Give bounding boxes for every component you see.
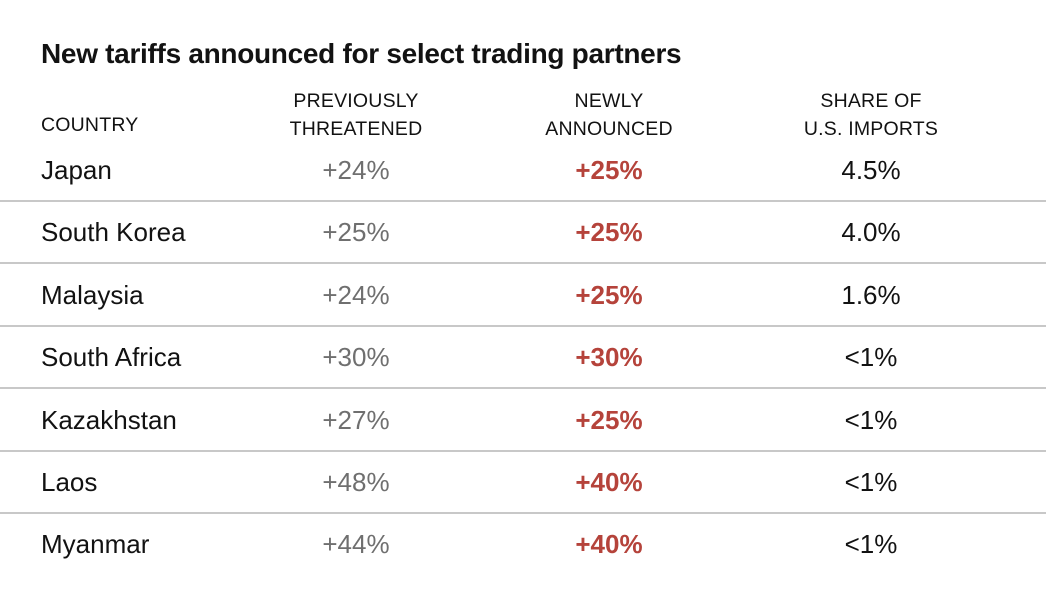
table-row: Myanmar +44% +40% <1% xyxy=(0,513,1046,575)
share-of-imports-cell: <1% xyxy=(844,467,898,497)
column-header-line: U.S. IMPORTS xyxy=(803,118,939,140)
country-cell: South Africa xyxy=(41,342,182,373)
column-header-line: ANNOUNCED xyxy=(545,118,673,140)
row-divider xyxy=(0,449,1046,452)
row-divider xyxy=(0,387,1046,390)
row-divider xyxy=(0,200,1046,202)
newly-announced-cell: +25% xyxy=(575,404,643,435)
previously-threatened-cell: +44% xyxy=(322,529,390,560)
column-header-line: PREVIOUSLY xyxy=(293,90,419,112)
share-of-imports-cell: <1% xyxy=(844,529,898,560)
column-header-country: COUNTRY xyxy=(41,111,138,139)
country-cell: Kazakhstan xyxy=(41,404,177,435)
newly-announced-cell: +30% xyxy=(575,342,643,373)
row-divider xyxy=(0,262,1046,265)
table-row: South Korea +25% +25% 4.0% xyxy=(0,201,1046,265)
country-cell: Laos xyxy=(41,467,98,497)
share-of-imports-cell: 4.0% xyxy=(841,217,901,248)
column-header-share-of-us-imports: SHARE OF U.S. IMPORTS xyxy=(771,87,971,143)
previously-threatened-cell: +48% xyxy=(322,467,390,497)
table-row: Laos +48% +40% <1% xyxy=(0,451,1046,514)
previously-threatened-cell: +25% xyxy=(322,217,390,248)
country-cell: Myanmar xyxy=(41,529,150,560)
column-header-line: NEWLY xyxy=(574,90,644,112)
country-cell: Japan xyxy=(41,155,112,185)
row-divider xyxy=(0,324,1046,327)
previously-threatened-cell: +30% xyxy=(322,342,390,373)
newly-announced-cell: +25% xyxy=(575,279,643,310)
country-cell: Malaysia xyxy=(41,279,144,310)
table-row: Japan +24% +25% 4.5% xyxy=(0,139,1046,202)
table-row: South Africa +30% +30% <1% xyxy=(0,326,1046,390)
newly-announced-cell: +25% xyxy=(575,217,643,248)
share-of-imports-cell: 1.6% xyxy=(841,279,901,310)
country-cell: South Korea xyxy=(41,217,186,248)
column-header-newly-announced: NEWLY ANNOUNCED xyxy=(509,87,709,143)
column-header-line: SHARE OF xyxy=(820,90,922,112)
share-of-imports-cell: <1% xyxy=(844,404,898,435)
share-of-imports-cell: <1% xyxy=(844,342,898,373)
column-header-line: COUNTRY xyxy=(41,114,139,136)
row-divider xyxy=(0,512,1046,514)
table-title: New tariffs announced for select trading… xyxy=(41,38,682,69)
newly-announced-cell: +40% xyxy=(575,467,643,497)
share-of-imports-cell: 4.5% xyxy=(841,155,901,185)
previously-threatened-cell: +24% xyxy=(322,279,390,310)
column-header-line: THREATENED xyxy=(289,118,423,140)
table-row: Malaysia +24% +25% 1.6% xyxy=(0,264,1046,327)
previously-threatened-cell: +27% xyxy=(322,404,390,435)
newly-announced-cell: +40% xyxy=(575,529,643,560)
previously-threatened-cell: +24% xyxy=(322,155,390,185)
newly-announced-cell: +25% xyxy=(575,155,643,185)
table-row: Kazakhstan +27% +25% <1% xyxy=(0,389,1046,452)
column-header-previously-threatened: PREVIOUSLY THREATENED xyxy=(256,87,456,143)
